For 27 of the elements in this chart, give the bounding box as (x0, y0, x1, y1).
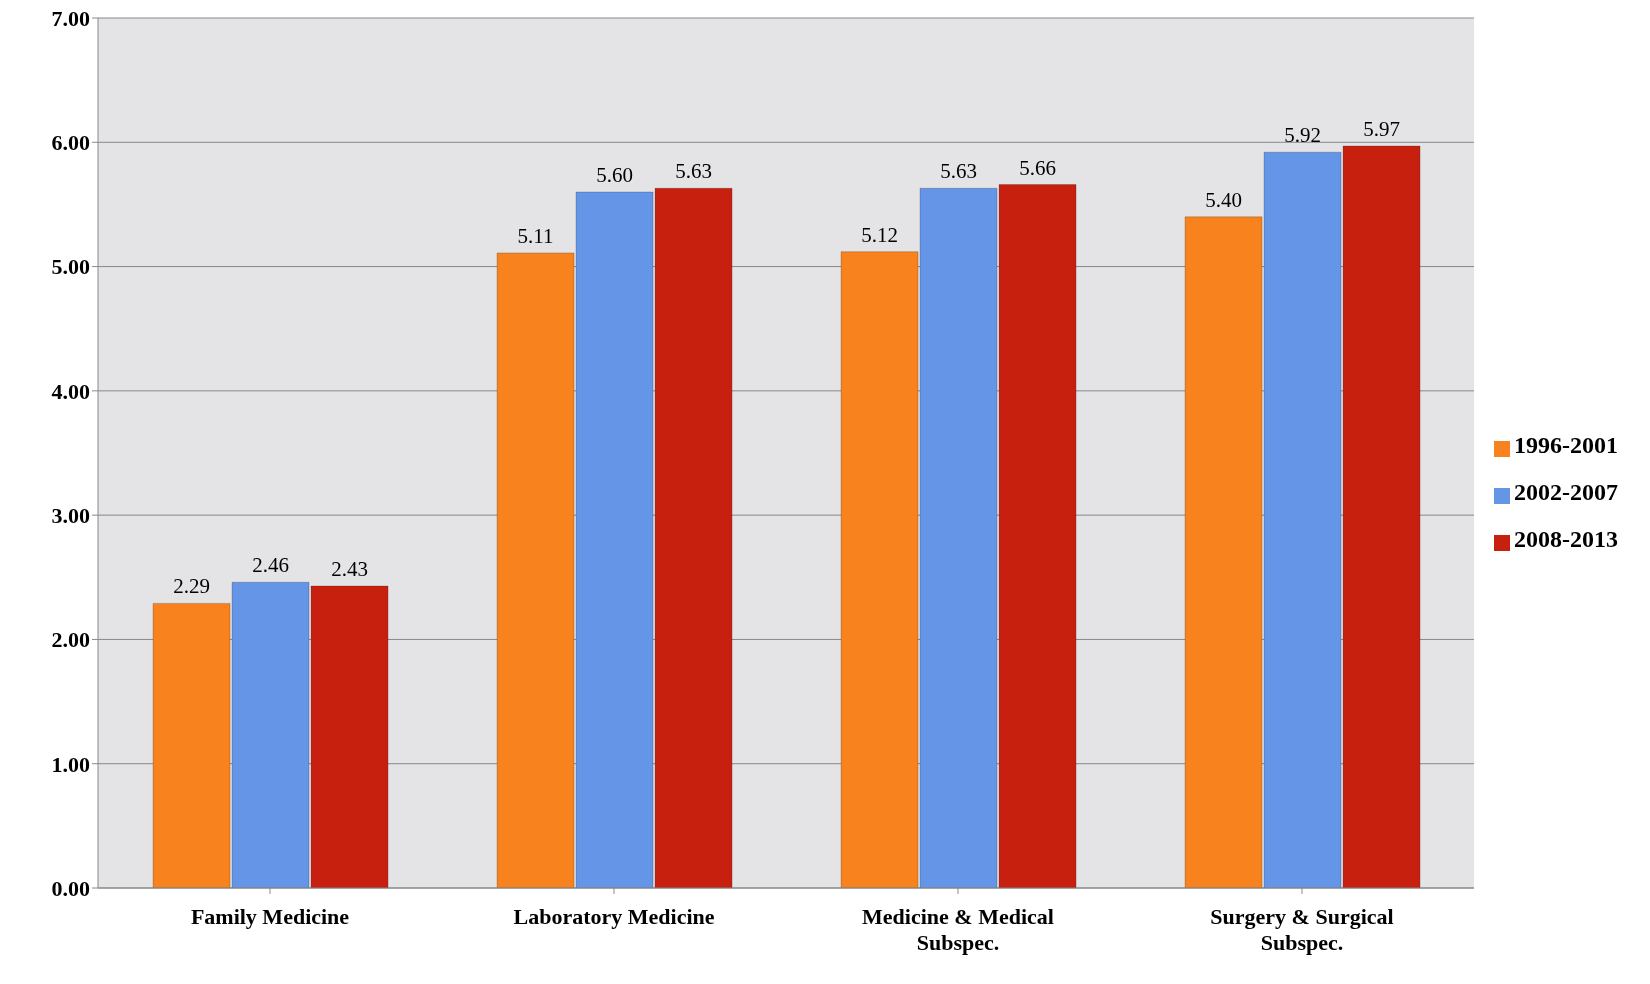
data-label: 5.63 (940, 159, 977, 184)
data-label: 5.12 (861, 222, 898, 247)
legend-label: 2002-2007 (1514, 478, 1618, 505)
data-label: 5.66 (1019, 155, 1056, 180)
x-tick-label: Medicine & Medical Subspec. (862, 904, 1054, 955)
data-label: 2.43 (331, 556, 368, 581)
data-label: 5.97 (1363, 117, 1400, 142)
y-tick-label: 0.00 (51, 875, 90, 901)
data-label: 5.60 (596, 163, 633, 187)
y-tick-label: 3.00 (51, 502, 90, 528)
data-label: 2.29 (173, 574, 210, 599)
legend-label: 2008-2013 (1514, 525, 1618, 552)
y-tick-label: 2.00 (51, 627, 90, 653)
data-label: 2.46 (252, 553, 289, 578)
y-tick-label: 4.00 (51, 378, 90, 404)
legend-label: 1996-2001 (1514, 431, 1618, 458)
x-tick-label: Family Medicine (190, 904, 350, 929)
data-label: 5.63 (675, 159, 712, 184)
y-tick-label: 6.00 (51, 130, 90, 156)
data-label: 5.40 (1205, 187, 1242, 212)
y-tick-label: 7.00 (51, 5, 90, 31)
data-label: 5.92 (1284, 123, 1321, 148)
y-tick-label: 5.00 (51, 254, 90, 280)
data-label: 5.11 (517, 223, 554, 248)
x-tick-label: Surgery & Surgical Subspec. (1210, 904, 1394, 955)
y-tick-label: 1.00 (51, 751, 90, 777)
x-tick-label: Laboratory Medicine (513, 904, 715, 929)
